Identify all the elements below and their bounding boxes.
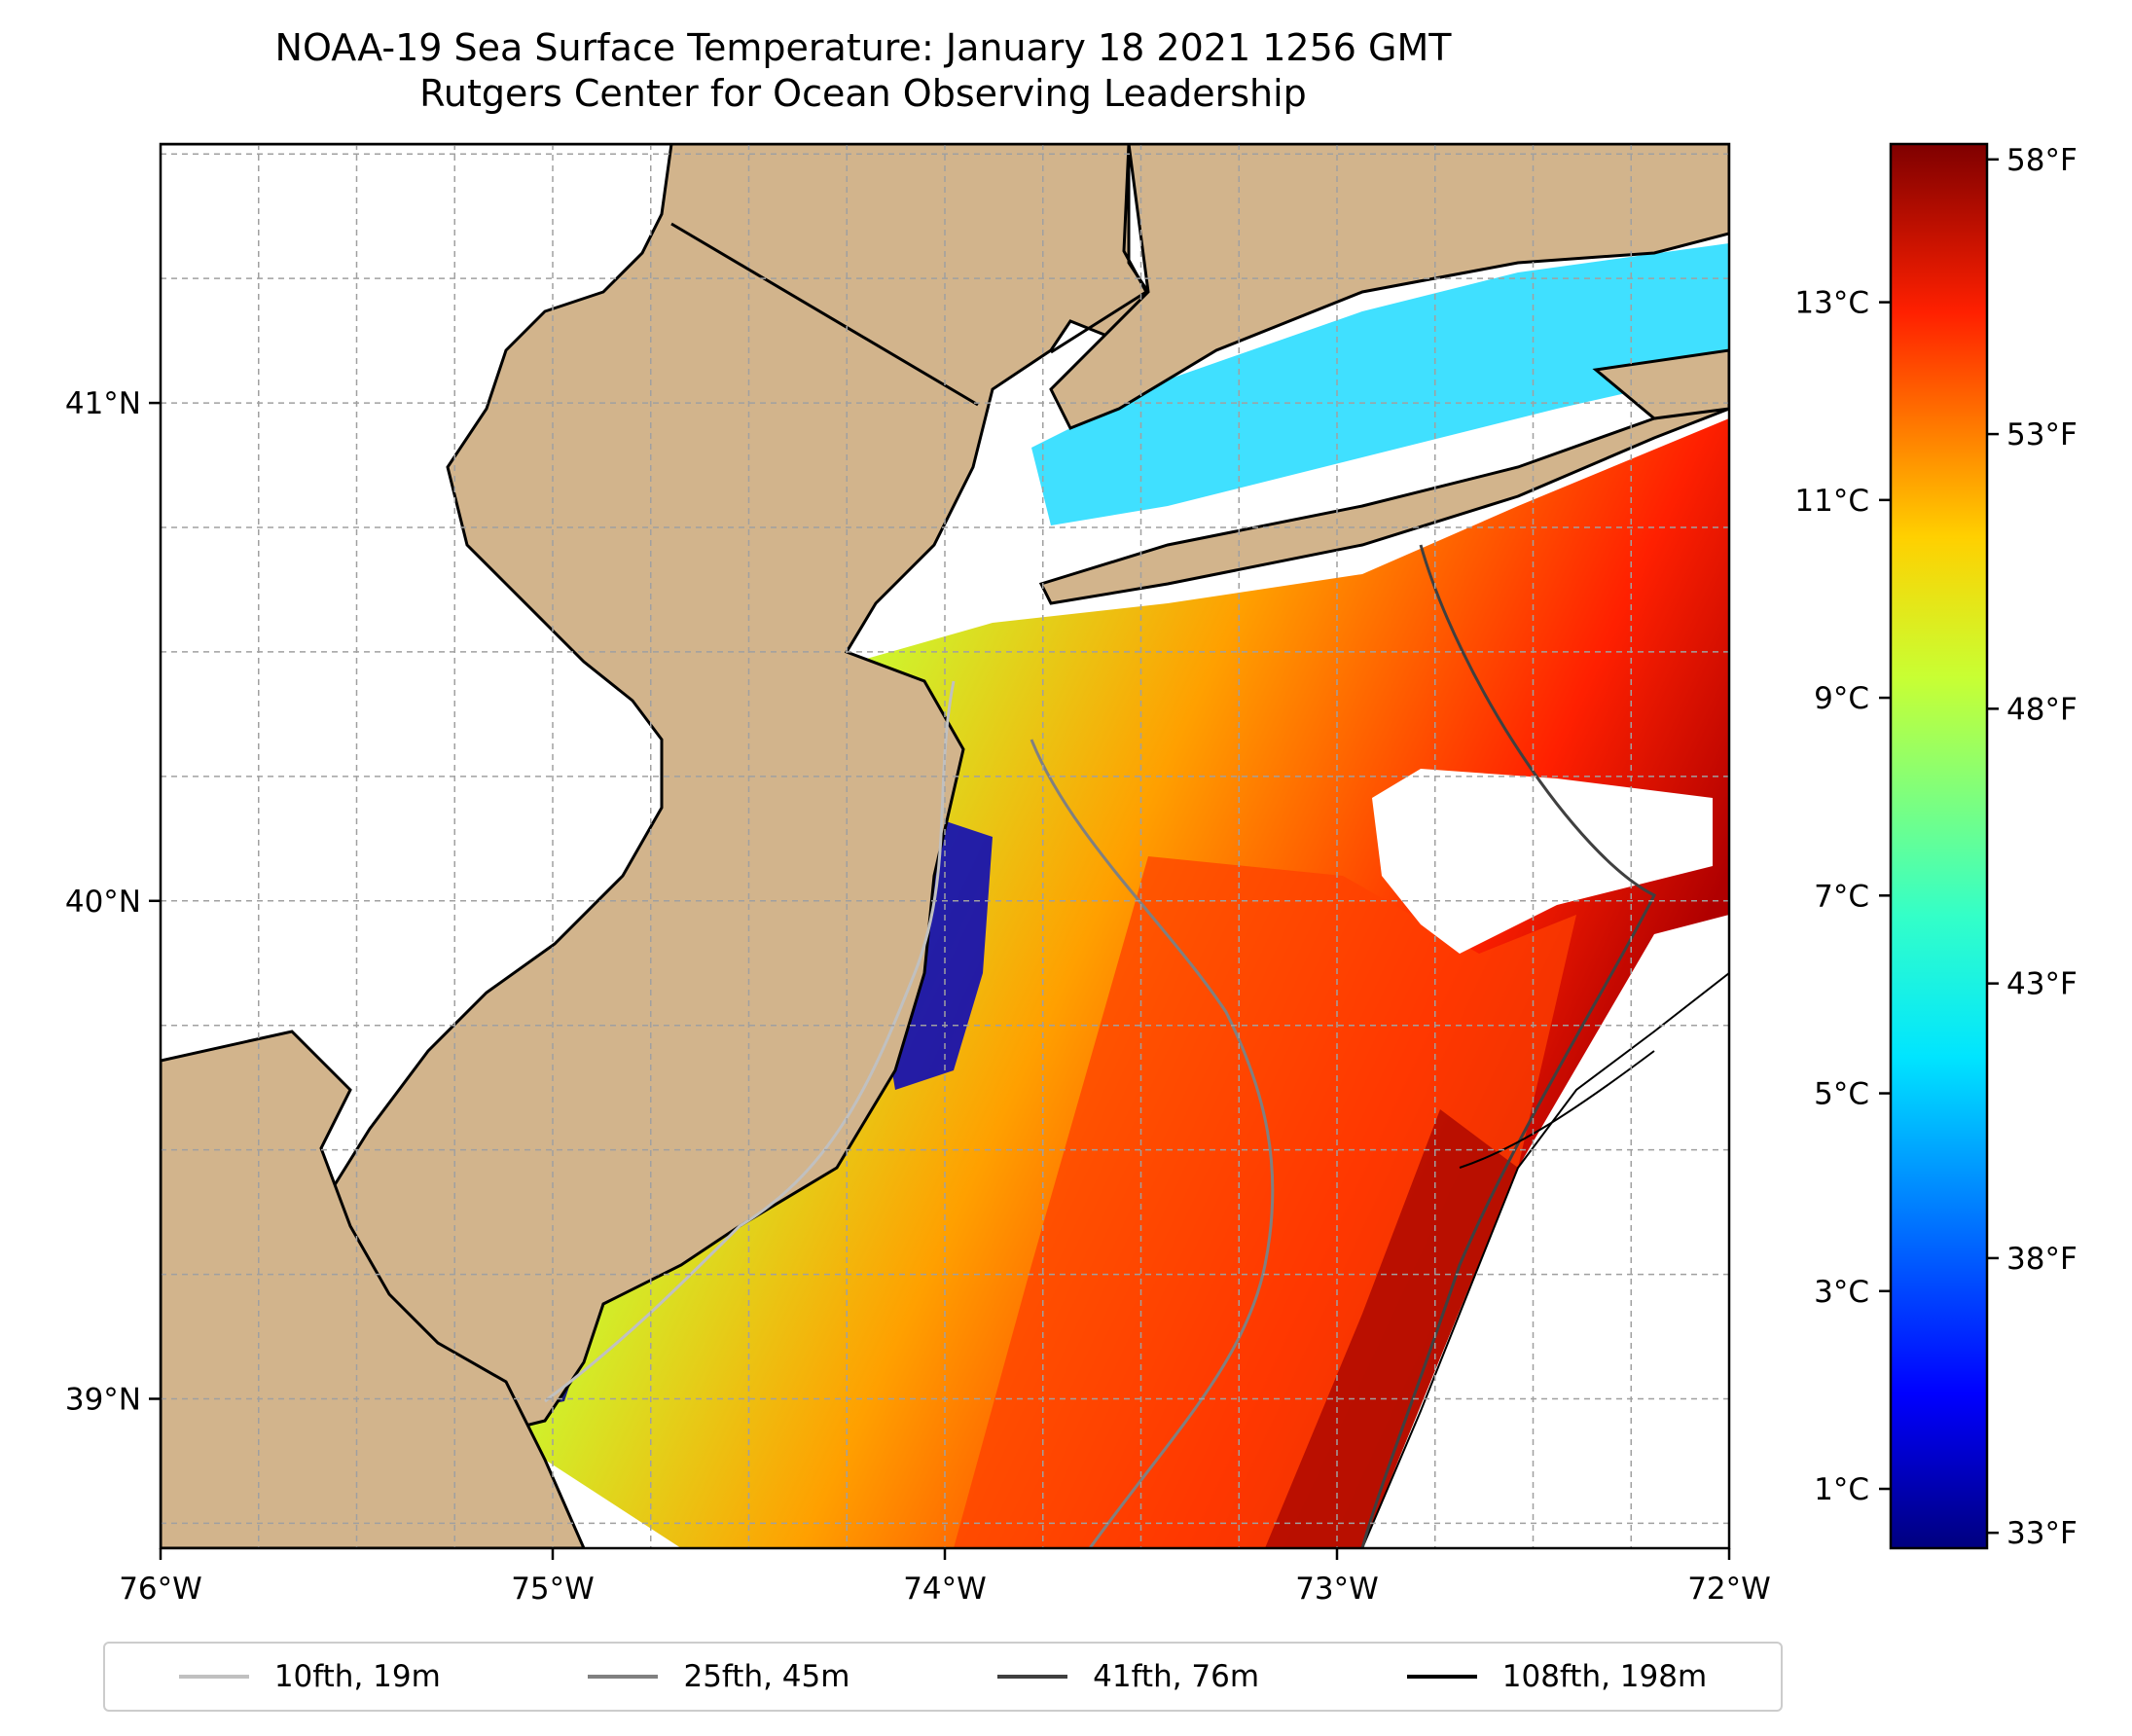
- legend-line-swatch: [1406, 1675, 1477, 1679]
- legend-line-swatch: [178, 1675, 249, 1679]
- state-border-ny-ct: [1050, 144, 1148, 354]
- title-line-1: NOAA-19 Sea Surface Temperature: January…: [274, 26, 1452, 69]
- legend-label: 108fth, 198m: [1501, 1659, 1708, 1694]
- legend-label: 10fth, 19m: [273, 1659, 441, 1694]
- legend-item: 10fth, 19m: [178, 1659, 441, 1694]
- chart-title: NOAA-19 Sea Surface Temperature: January…: [0, 25, 1726, 117]
- lat-tick-label: 39°N: [65, 1382, 141, 1417]
- colorbar-celsius-axis: 13°C 11°C 9°C 7°C 5°C 3°C 1°C: [1794, 286, 1891, 1507]
- legend-label: 25fth, 45m: [683, 1659, 850, 1694]
- hot-core: [1265, 1109, 1518, 1548]
- fahrenheit-tick-label: 58°F: [2006, 143, 2078, 178]
- colorbar-fahrenheit-axis: 58°F 53°F 48°F 43°F 38°F 33°F: [1987, 143, 2078, 1551]
- legend-label: 41fth, 76m: [1093, 1659, 1260, 1694]
- colorbar: [1889, 142, 1989, 1550]
- celsius-tick-label: 11°C: [1794, 484, 1869, 519]
- fahrenheit-tick-label: 38°F: [2006, 1242, 2078, 1277]
- isobath-41fth: [1360, 544, 1657, 1548]
- celsius-tick-label: 13°C: [1794, 286, 1869, 321]
- legend-item: 108fth, 198m: [1406, 1659, 1708, 1694]
- land-east: [1360, 971, 1729, 1548]
- land-long-island: [1038, 397, 1729, 605]
- isobath-25fth: [1030, 739, 1275, 1548]
- isobath-legend: 10fth, 19m 25fth, 45m 41fth, 76m 108fth, 19…: [103, 1642, 1783, 1712]
- land-ri-ma: [1592, 348, 1729, 420]
- legend-line-swatch: [997, 1675, 1068, 1679]
- cloud-gap: [1372, 769, 1713, 954]
- legend-item: 25fth, 45m: [588, 1659, 849, 1694]
- isobath-10fth: [544, 680, 956, 1403]
- state-border-ny-nj: [670, 222, 979, 407]
- lon-tick-label: 76°W: [119, 1572, 202, 1607]
- celsius-tick-label: 7°C: [1814, 879, 1869, 914]
- lon-tick-label: 74°W: [903, 1572, 987, 1607]
- fahrenheit-tick-label: 43°F: [2006, 967, 2078, 1002]
- li-sound: [1031, 243, 1729, 525]
- celsius-tick-label: 3°C: [1814, 1275, 1869, 1310]
- celsius-tick-label: 5°C: [1814, 1077, 1869, 1112]
- land-delmarva: [161, 1030, 586, 1548]
- lon-tick-label: 72°W: [1687, 1572, 1771, 1607]
- lon-tick-label: 73°W: [1295, 1572, 1379, 1607]
- title-line-2: Rutgers Center for Ocean Observing Leade…: [419, 72, 1307, 115]
- fahrenheit-tick-label: 53°F: [2006, 417, 2078, 452]
- graticule: [161, 144, 1729, 1548]
- latitude-axis: 41°N 40°N 39°N: [65, 386, 161, 1417]
- celsius-tick-label: 9°C: [1814, 681, 1869, 716]
- lat-tick-label: 40°N: [65, 885, 141, 920]
- land-ct-ny: [1049, 144, 1729, 430]
- fahrenheit-tick-label: 33°F: [2006, 1516, 2078, 1551]
- longitude-axis: 76°W 75°W 74°W 73°W 72°W: [119, 1548, 1771, 1607]
- legend-line-swatch: [588, 1675, 659, 1679]
- celsius-tick-label: 1°C: [1814, 1472, 1869, 1507]
- isobath-108fth: [1459, 1050, 1655, 1169]
- lon-tick-label: 75°W: [511, 1572, 595, 1607]
- lat-tick-label: 41°N: [65, 386, 141, 421]
- fahrenheit-tick-label: 48°F: [2006, 692, 2078, 727]
- legend-item: 41fth, 76m: [997, 1659, 1259, 1694]
